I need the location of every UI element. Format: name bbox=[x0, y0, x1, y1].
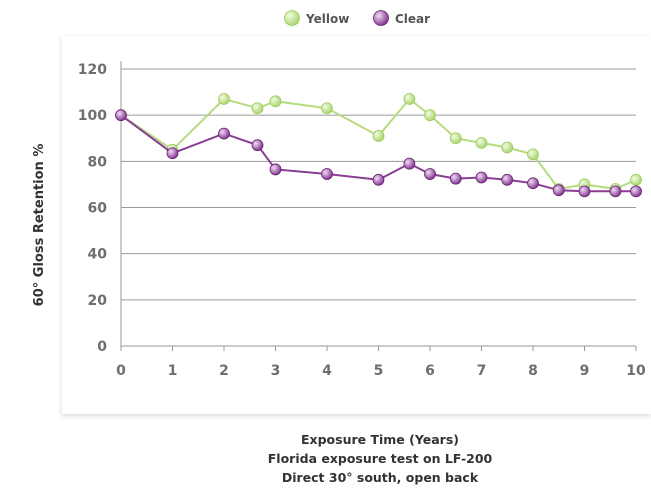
x-tick-label: 5 bbox=[374, 363, 384, 379]
data-point-clear bbox=[403, 157, 416, 170]
data-point-clear bbox=[218, 127, 230, 140]
series-layer bbox=[115, 93, 642, 198]
y-tick-label: 80 bbox=[88, 154, 108, 170]
data-point-yellow bbox=[475, 136, 488, 149]
data-point-yellow bbox=[501, 141, 514, 154]
x-tick-label: 7 bbox=[477, 363, 487, 379]
legend-marker-clear bbox=[373, 10, 389, 26]
legend: Yellow Clear bbox=[284, 10, 430, 26]
y-tick-label: 100 bbox=[78, 108, 107, 124]
y-tick-label: 40 bbox=[88, 247, 108, 263]
caption-line-orientation: Direct 30° south, open back bbox=[281, 470, 479, 485]
y-tick-label: 60 bbox=[88, 201, 108, 217]
x-tick-label: 10 bbox=[626, 363, 646, 379]
data-point-clear bbox=[251, 139, 264, 152]
x-tick-label: 8 bbox=[528, 363, 538, 379]
data-point-yellow bbox=[449, 132, 462, 145]
data-point-yellow bbox=[424, 109, 436, 122]
data-point-clear bbox=[630, 185, 642, 198]
data-point-yellow bbox=[527, 148, 539, 161]
x-tick-label: 4 bbox=[322, 363, 332, 379]
data-point-clear bbox=[269, 163, 282, 176]
data-point-clear bbox=[424, 168, 436, 180]
x-axis-label: Exposure Time (Years) bbox=[301, 432, 459, 447]
data-point-clear bbox=[321, 168, 333, 180]
legend-label-yellow: Yellow bbox=[305, 12, 349, 26]
y-tick-label: 120 bbox=[78, 62, 107, 78]
data-point-clear bbox=[609, 185, 622, 198]
caption-line-test: Florida exposure test on LF-200 bbox=[267, 451, 493, 466]
x-tick-label: 2 bbox=[219, 363, 229, 379]
data-point-yellow bbox=[630, 173, 642, 186]
data-point-yellow bbox=[218, 93, 230, 105]
data-point-clear bbox=[372, 173, 385, 186]
x-tick-label: 3 bbox=[271, 363, 281, 379]
data-point-clear bbox=[527, 177, 539, 190]
y-tick-label: 0 bbox=[97, 339, 107, 355]
legend-marker-yellow bbox=[284, 10, 300, 26]
plot-panel bbox=[62, 36, 651, 414]
x-tick-label: 1 bbox=[168, 363, 178, 379]
data-point-yellow bbox=[269, 95, 282, 108]
data-point-clear bbox=[115, 109, 127, 122]
data-point-clear bbox=[552, 184, 565, 197]
data-point-yellow bbox=[251, 102, 264, 115]
x-tick-label: 6 bbox=[425, 363, 435, 379]
x-tick-label: 9 bbox=[580, 363, 590, 379]
data-point-clear bbox=[578, 185, 591, 198]
data-point-clear bbox=[166, 147, 179, 160]
data-point-yellow bbox=[372, 130, 385, 142]
data-point-clear bbox=[449, 172, 462, 185]
data-point-clear bbox=[475, 171, 488, 184]
y-tick-label: 20 bbox=[88, 293, 108, 309]
data-point-clear bbox=[501, 173, 514, 186]
legend-label-clear: Clear bbox=[395, 12, 430, 26]
axis-tick-labels: 0 20 40 60 80 100 120 0 1 2 3 4 5 6 7 8 9 10 bbox=[78, 62, 646, 379]
y-axis-label: 60° Gloss Retention % bbox=[32, 144, 47, 307]
x-axis-caption: Exposure Time (Years) Florida exposure t… bbox=[150, 430, 610, 487]
data-point-yellow bbox=[403, 93, 416, 105]
x-tick-label: 0 bbox=[116, 363, 126, 379]
data-point-yellow bbox=[321, 102, 333, 115]
